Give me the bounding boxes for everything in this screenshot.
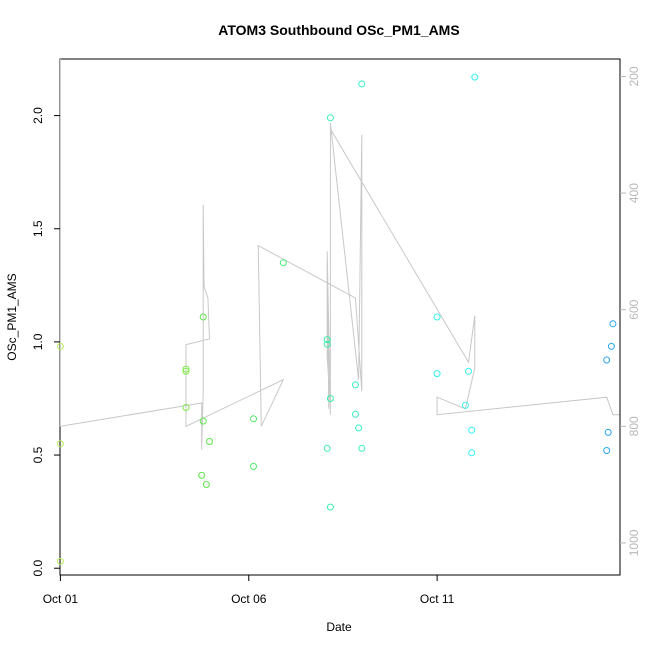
- x-tick-label: Oct 11: [420, 592, 455, 606]
- data-point: [198, 471, 206, 479]
- data-point: [352, 410, 359, 418]
- data-point: [206, 438, 213, 445]
- data-point: [199, 313, 207, 321]
- right-axis-line-series: [59, 59, 620, 450]
- y-tick-label: 0.5: [31, 446, 45, 463]
- data-point: [182, 365, 190, 373]
- data-point: [604, 428, 612, 436]
- data-point: [182, 404, 190, 411]
- x-tick-label: Oct 06: [231, 592, 267, 606]
- data-point: [199, 417, 207, 425]
- y-tick-label: 1.5: [31, 220, 45, 237]
- data-point: [609, 320, 617, 328]
- data-point: [326, 503, 334, 511]
- y-right-tick-label: 800: [627, 416, 641, 436]
- data-point: [250, 415, 257, 423]
- data-point: [56, 440, 64, 448]
- y-tick-label: 2.0: [31, 107, 45, 124]
- data-point: [326, 395, 334, 402]
- data-point: [471, 73, 479, 81]
- data-point: [323, 340, 331, 348]
- data-point: [182, 367, 190, 375]
- data-point: [326, 114, 334, 122]
- data-point: [352, 381, 359, 389]
- y-right-tick-label: 400: [627, 183, 641, 203]
- x-axis-label: Date: [326, 620, 352, 634]
- data-point: [202, 481, 210, 488]
- chart-title: ATOM3 Southbound OSc_PM1_AMS: [218, 22, 459, 38]
- data-point: [461, 401, 469, 409]
- x-tick-label: Oct 01: [43, 592, 79, 606]
- y-axis-left: 0.0 0.5 1.0 1.5 2.0: [31, 107, 60, 577]
- data-point: [603, 447, 611, 454]
- data-point: [358, 444, 366, 452]
- y-right-tick-label: 200: [627, 66, 641, 86]
- data-point: [465, 367, 472, 375]
- x-axis: Oct 01 Oct 06 Oct 11: [43, 575, 455, 606]
- data-point: [323, 336, 331, 344]
- data-point: [358, 80, 366, 88]
- y-axis-right: 200 400 600 800 1000: [620, 66, 641, 556]
- data-point: [355, 424, 363, 432]
- data-point: [433, 313, 441, 321]
- data-point: [56, 342, 64, 350]
- data-point: [607, 342, 615, 350]
- data-point: [279, 259, 287, 267]
- data-point: [56, 557, 64, 565]
- data-point: [323, 444, 331, 452]
- series-line: [59, 59, 620, 450]
- data-point: [433, 370, 441, 378]
- y-right-tick-label: 600: [627, 299, 641, 319]
- y-axis-label: OSc_PM1_AMS: [5, 273, 19, 360]
- y-right-tick-label: 1000: [627, 529, 641, 556]
- data-point: [468, 449, 476, 457]
- data-point: [468, 426, 476, 434]
- data-point: [250, 462, 257, 470]
- scatter-points: [56, 73, 617, 565]
- data-point: [603, 356, 611, 364]
- y-tick-label: 0.0: [31, 560, 45, 577]
- y-tick-label: 1.0: [31, 333, 45, 350]
